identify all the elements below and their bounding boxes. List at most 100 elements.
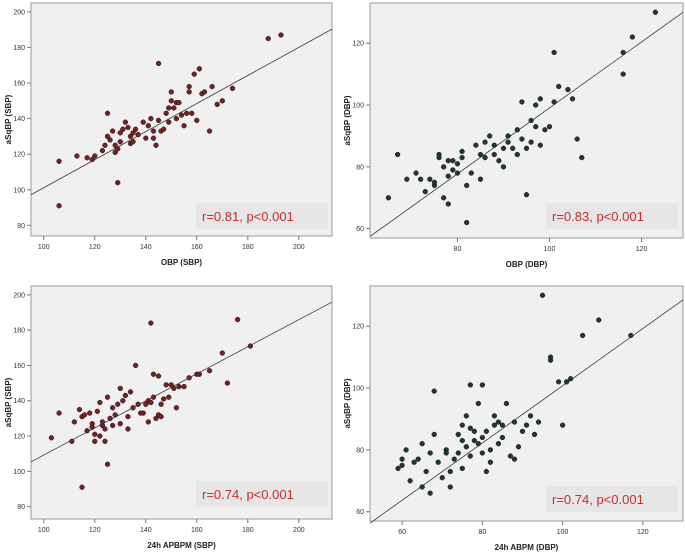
data-point xyxy=(117,139,123,145)
y-axis-label: aSqBP (DBP) xyxy=(343,95,352,145)
data-point xyxy=(523,145,530,151)
data-point xyxy=(514,127,520,133)
data-point xyxy=(158,413,164,420)
x-tick-label: 180 xyxy=(242,244,254,251)
data-point xyxy=(395,465,401,472)
data-point xyxy=(450,167,456,173)
y-tick-label: 80 xyxy=(356,447,364,454)
data-point xyxy=(186,83,192,90)
data-point xyxy=(523,192,530,198)
y-tick-label: 100 xyxy=(352,386,364,393)
data-point xyxy=(551,49,557,56)
data-point xyxy=(56,203,62,209)
x-tick-label: 140 xyxy=(140,527,152,534)
data-point xyxy=(459,154,465,161)
data-point xyxy=(117,130,123,136)
data-point xyxy=(181,123,187,129)
data-point xyxy=(265,35,271,42)
data-point xyxy=(482,154,488,161)
data-point xyxy=(89,156,95,163)
plot-area xyxy=(30,285,333,520)
y-tick-label: 180 xyxy=(13,45,25,52)
data-point xyxy=(533,102,539,108)
data-point xyxy=(115,146,121,152)
annotation-box xyxy=(196,481,328,507)
data-point xyxy=(596,317,602,323)
y-tick-label: 100 xyxy=(13,187,25,194)
data-point xyxy=(505,139,511,145)
data-point xyxy=(417,176,424,182)
x-tick-label: 60 xyxy=(398,529,406,536)
data-point xyxy=(479,434,486,441)
data-point xyxy=(130,405,136,411)
data-point xyxy=(102,142,108,148)
data-point xyxy=(451,456,457,462)
data-point xyxy=(399,456,405,462)
data-point xyxy=(104,394,111,400)
data-point xyxy=(143,135,149,141)
data-point xyxy=(278,32,284,38)
data-point xyxy=(127,389,134,395)
data-point xyxy=(99,419,106,425)
data-point xyxy=(620,71,626,77)
x-tick-label: 200 xyxy=(293,527,305,534)
data-point xyxy=(71,419,78,425)
data-point xyxy=(97,399,103,406)
data-point xyxy=(511,456,518,462)
data-point xyxy=(413,170,419,176)
data-point xyxy=(171,385,177,392)
data-point xyxy=(229,85,236,92)
data-point xyxy=(482,139,488,145)
data-point xyxy=(196,371,203,377)
data-point xyxy=(454,161,461,167)
data-point xyxy=(411,459,417,465)
y-tick-label: 60 xyxy=(356,509,364,516)
scatter-panel-3: 100 120 140 160 180 200 80 100 120 140 160 180 200 24… xyxy=(4,285,333,550)
y-tick-label: 140 xyxy=(13,116,25,123)
x-tick-label: 100 xyxy=(38,527,50,534)
data-point xyxy=(427,490,433,496)
data-point xyxy=(107,137,113,143)
x-axis-label: 24h ABPM (DBP) xyxy=(495,543,559,552)
plot-area xyxy=(30,2,333,237)
y-tick-label: 160 xyxy=(13,81,25,88)
y-axis-label: aSqBP (DBP) xyxy=(343,378,352,428)
data-point xyxy=(483,468,490,475)
data-point xyxy=(404,176,410,182)
data-point xyxy=(422,188,428,195)
data-point xyxy=(491,142,497,148)
y-tick-label: 80 xyxy=(17,504,25,511)
data-point xyxy=(620,49,626,56)
x-tick-label: 200 xyxy=(293,244,305,251)
y-tick-label: 140 xyxy=(13,398,25,405)
data-point xyxy=(454,170,461,176)
data-point xyxy=(629,34,636,40)
data-point xyxy=(150,135,157,141)
data-point xyxy=(102,438,108,444)
y-tick-label: 100 xyxy=(13,469,25,476)
data-point xyxy=(107,415,113,422)
data-point xyxy=(459,422,465,428)
data-point xyxy=(427,450,433,456)
data-point xyxy=(89,421,95,427)
x-tick-label: 120 xyxy=(89,527,101,534)
data-point xyxy=(580,332,586,339)
data-point xyxy=(168,98,174,104)
data-point xyxy=(135,401,141,407)
data-point xyxy=(219,98,225,104)
data-point xyxy=(403,447,409,453)
data-point xyxy=(130,130,136,136)
x-tick-label: 120 xyxy=(637,529,649,536)
data-point xyxy=(519,136,525,142)
data-point xyxy=(556,83,562,90)
correlation-annotation: r=0.74, p<0.001 xyxy=(202,487,294,502)
data-point xyxy=(487,459,494,465)
data-point xyxy=(447,484,453,490)
x-tick-label: 140 xyxy=(140,244,152,251)
regression-line xyxy=(30,301,333,463)
data-point xyxy=(385,195,392,201)
data-point xyxy=(115,401,121,407)
data-point xyxy=(153,415,159,422)
data-point xyxy=(415,456,421,462)
data-point xyxy=(112,149,118,156)
